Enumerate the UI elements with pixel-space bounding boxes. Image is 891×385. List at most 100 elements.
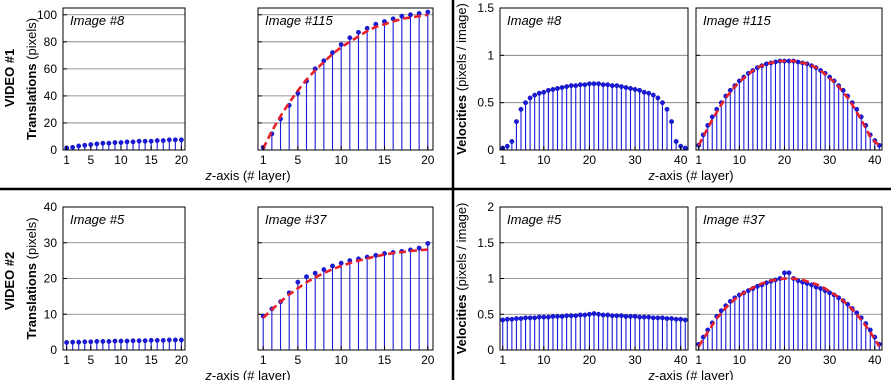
y-axis-label: Translations (pixels) bbox=[24, 18, 39, 140]
data-point bbox=[330, 50, 335, 56]
data-point bbox=[106, 140, 112, 146]
data-point bbox=[646, 90, 652, 96]
data-point bbox=[356, 29, 361, 35]
y-tick-label: 1.5 bbox=[477, 236, 494, 250]
data-point bbox=[408, 12, 413, 18]
panel-title: Image #8 bbox=[70, 13, 125, 28]
data-point bbox=[591, 311, 597, 316]
data-point bbox=[166, 337, 172, 343]
x-tick-label: 1 bbox=[260, 353, 267, 367]
y-axis-label-unit: (pixels) bbox=[24, 18, 39, 64]
data-point bbox=[564, 313, 570, 319]
data-point bbox=[295, 279, 301, 285]
data-point bbox=[536, 90, 542, 96]
y-axis-label: Velocities (pixels / image) bbox=[454, 3, 469, 155]
y-tick-label: 60 bbox=[44, 62, 58, 76]
data-point bbox=[347, 35, 353, 41]
x-axis-label: z-axis (# layer) bbox=[204, 368, 290, 380]
y-axis-label-unit: (pixels) bbox=[24, 217, 39, 263]
data-point bbox=[425, 9, 431, 15]
y-tick-label: 0 bbox=[487, 343, 494, 357]
data-point bbox=[304, 274, 309, 280]
data-point bbox=[100, 339, 106, 344]
data-point bbox=[425, 241, 431, 246]
data-point bbox=[555, 313, 560, 319]
fit-curve bbox=[262, 13, 428, 150]
x-axis-label: z-axis (# layer) bbox=[647, 368, 733, 380]
x-tick-label: 10 bbox=[537, 153, 551, 167]
x-axis-label-variable: z bbox=[204, 368, 212, 380]
y-axis-label-main: Translations bbox=[24, 63, 39, 140]
data-point bbox=[623, 85, 629, 90]
data-point bbox=[641, 314, 647, 320]
data-point bbox=[160, 337, 166, 343]
data-point bbox=[628, 86, 633, 91]
panel-title: Image #37 bbox=[703, 212, 765, 227]
y-axis-label-main: Velocities bbox=[454, 95, 469, 155]
data-point bbox=[655, 95, 661, 101]
y-tick-label: 1.5 bbox=[477, 1, 494, 15]
y-tick-label: 30 bbox=[44, 236, 58, 250]
x-tick-label: 15 bbox=[144, 153, 158, 167]
x-tick-label: 40 bbox=[674, 153, 688, 167]
fit-curve bbox=[697, 59, 881, 147]
x-tick-label: 1 bbox=[63, 153, 70, 167]
data-point bbox=[582, 82, 588, 88]
data-point bbox=[587, 81, 592, 87]
data-point bbox=[118, 140, 124, 145]
data-point bbox=[609, 83, 615, 89]
data-point bbox=[172, 137, 178, 143]
x-axis-label: z-axis (# layer) bbox=[204, 168, 290, 183]
data-point bbox=[330, 263, 335, 269]
data-point bbox=[178, 137, 184, 143]
x-tick-label: 30 bbox=[628, 353, 642, 367]
x-axis-label-text: -axis (# layer) bbox=[212, 168, 291, 183]
panel-frame bbox=[499, 7, 689, 151]
data-point bbox=[555, 86, 560, 91]
data-point bbox=[541, 314, 547, 320]
data-point bbox=[532, 92, 538, 98]
v1-velocities-chart: Velocities (pixels / image) 0 0.5 1 1.5 z-axi… bbox=[454, 1, 883, 183]
x-tick-label: 10 bbox=[733, 353, 747, 367]
data-point bbox=[112, 338, 118, 344]
data-point bbox=[605, 312, 611, 318]
y-tick-label: 2 bbox=[487, 200, 494, 214]
data-point bbox=[148, 337, 154, 343]
x-tick-label: 1 bbox=[63, 353, 70, 367]
x-tick-label: 40 bbox=[868, 353, 882, 367]
data-point bbox=[669, 316, 674, 321]
panel-title: Image #5 bbox=[70, 212, 125, 227]
data-point bbox=[673, 316, 679, 322]
x-tick-label: 10 bbox=[334, 353, 348, 367]
data-point bbox=[577, 82, 583, 88]
y-axis-label: Translations (pixels) bbox=[24, 217, 39, 339]
data-point bbox=[82, 339, 88, 345]
data-point bbox=[514, 316, 519, 321]
x-axis-label-text: -axis (# layer) bbox=[655, 368, 734, 380]
x-tick-label: 30 bbox=[823, 153, 837, 167]
data-point bbox=[655, 315, 661, 321]
data-point bbox=[64, 340, 70, 345]
data-point bbox=[709, 114, 715, 120]
data-point bbox=[600, 82, 606, 88]
data-point bbox=[550, 313, 556, 319]
data-point bbox=[632, 313, 638, 319]
data-point bbox=[628, 313, 633, 319]
data-point bbox=[660, 100, 665, 106]
x-axis-label: z-axis (# layer) bbox=[647, 168, 733, 183]
y-tick-label: 20 bbox=[44, 116, 58, 130]
x-tick-label: 1 bbox=[695, 153, 702, 167]
data-point bbox=[321, 267, 327, 272]
x-tick-label: 5 bbox=[87, 353, 94, 367]
data-point bbox=[650, 92, 656, 98]
y-tick-label: 0 bbox=[50, 343, 57, 357]
data-point bbox=[646, 314, 652, 320]
x-tick-label: 20 bbox=[778, 353, 792, 367]
v1-velocities-panel-1: 1 10 20 30 40 Image #8 bbox=[499, 7, 689, 167]
data-point bbox=[518, 316, 524, 321]
data-point bbox=[782, 270, 787, 276]
x-tick-label: 10 bbox=[114, 353, 128, 367]
